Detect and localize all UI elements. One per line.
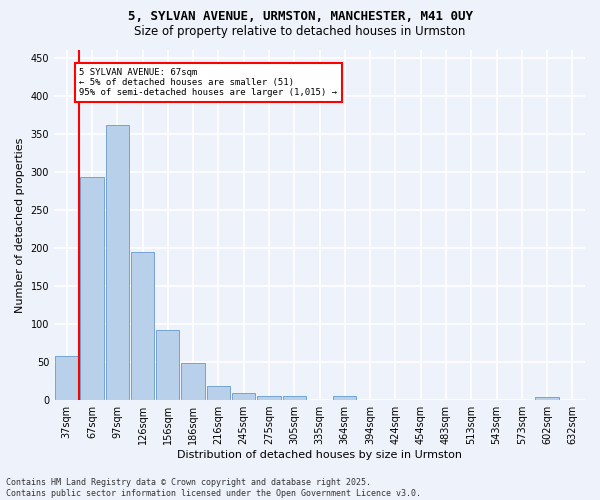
Bar	[106, 126, 129, 400]
Bar	[181, 363, 205, 400]
Text: 5, SYLVAN AVENUE, URMSTON, MANCHESTER, M41 0UY: 5, SYLVAN AVENUE, URMSTON, MANCHESTER, M…	[128, 10, 473, 23]
Bar	[232, 393, 256, 400]
Bar	[131, 252, 154, 400]
Bar	[333, 396, 356, 400]
Bar	[535, 397, 559, 400]
Bar	[283, 396, 306, 400]
Text: Contains HM Land Registry data © Crown copyright and database right 2025.
Contai: Contains HM Land Registry data © Crown c…	[6, 478, 421, 498]
Y-axis label: Number of detached properties: Number of detached properties	[15, 138, 25, 312]
Text: Size of property relative to detached houses in Urmston: Size of property relative to detached ho…	[134, 25, 466, 38]
Text: 5 SYLVAN AVENUE: 67sqm
← 5% of detached houses are smaller (51)
95% of semi-deta: 5 SYLVAN AVENUE: 67sqm ← 5% of detached …	[79, 68, 337, 98]
Bar	[207, 386, 230, 400]
Bar	[80, 177, 104, 400]
Bar	[257, 396, 281, 400]
Bar	[55, 356, 79, 400]
X-axis label: Distribution of detached houses by size in Urmston: Distribution of detached houses by size …	[177, 450, 462, 460]
Bar	[156, 330, 179, 400]
